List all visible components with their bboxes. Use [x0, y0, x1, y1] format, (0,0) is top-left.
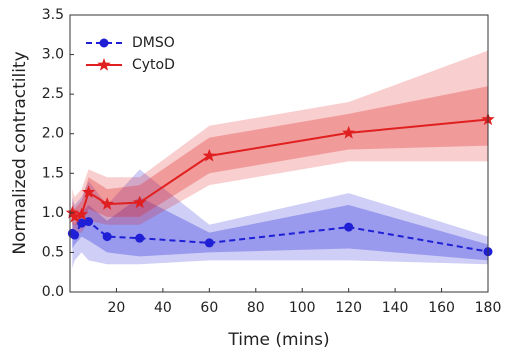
x-tick-label: 180 — [475, 300, 502, 316]
point — [344, 222, 354, 232]
x-tick-label: 60 — [200, 300, 218, 316]
y-tick-label: 3.0 — [42, 47, 64, 63]
point — [204, 238, 214, 248]
legend-label: CytoD — [132, 57, 175, 73]
x-tick-label: 80 — [247, 300, 265, 316]
point — [202, 148, 216, 162]
y-tick-label: 3.5 — [42, 7, 64, 23]
x-axis-label: Time (mins) — [227, 330, 329, 350]
point — [135, 233, 145, 243]
point — [77, 218, 87, 228]
legend-marker — [99, 38, 109, 48]
point — [342, 125, 356, 139]
error-band — [72, 86, 489, 225]
x-tick-label: 120 — [335, 300, 362, 316]
point — [65, 205, 79, 219]
y-tick-label: 1.5 — [42, 165, 64, 181]
point — [100, 197, 114, 210]
series-line — [71, 220, 489, 253]
point — [133, 195, 147, 209]
y-tick-label: 0.5 — [42, 244, 64, 260]
point — [75, 207, 89, 221]
error-band — [72, 169, 489, 269]
y-tick-label: 2.0 — [42, 126, 64, 142]
point — [68, 209, 82, 223]
error-band — [72, 197, 489, 261]
x-tick-label: 40 — [154, 300, 172, 316]
x-tick-label: 100 — [289, 300, 316, 316]
x-tick-label: 160 — [428, 300, 455, 316]
point — [84, 217, 94, 227]
y-axis-label: Normalized contractility — [10, 51, 30, 254]
x-tick-label: 20 — [108, 300, 126, 316]
y-tick-label: 1.0 — [42, 205, 64, 221]
point — [102, 232, 112, 242]
x-tick-label: 140 — [382, 300, 409, 316]
plot-frame — [69, 14, 489, 293]
legend-marker — [97, 58, 111, 71]
point — [81, 185, 96, 198]
point — [70, 230, 80, 240]
y-tick-label: 0.0 — [42, 284, 64, 300]
legend-label: DMSO — [132, 35, 175, 51]
y-tick-label: 2.5 — [42, 86, 64, 102]
